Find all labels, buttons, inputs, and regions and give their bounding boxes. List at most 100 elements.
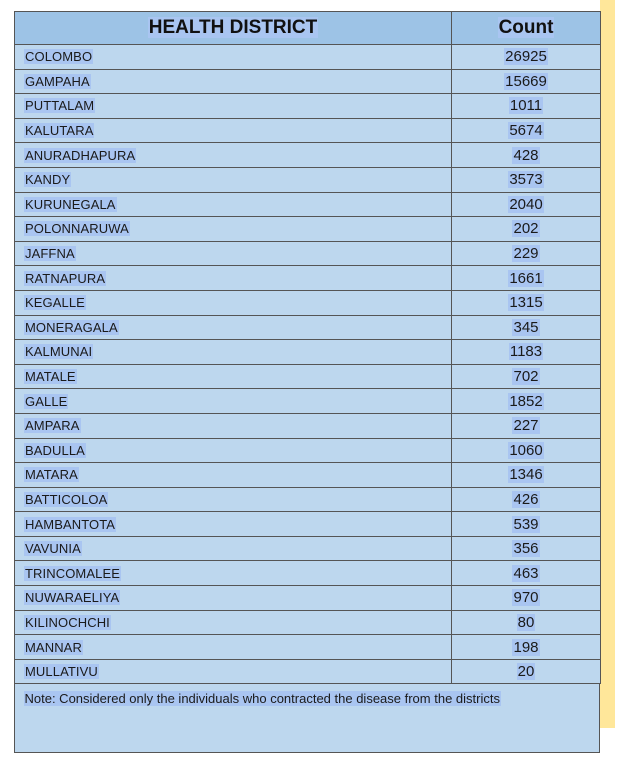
header-row: HEALTH DISTRICT Count xyxy=(14,11,601,45)
district-name: KURUNEGALA xyxy=(24,196,117,212)
district-cell: PUTTALAM xyxy=(14,93,452,119)
count-value: 1060 xyxy=(508,441,544,459)
table-row: HAMBANTOTA 539 xyxy=(14,511,601,537)
count-cell: 1346 xyxy=(451,462,601,488)
table-row: COLOMBO 26925 xyxy=(14,44,601,70)
count-cell: 356 xyxy=(451,535,601,562)
district-name: HAMBANTOTA xyxy=(24,516,117,532)
district-cell: ANURADHAPURA xyxy=(14,142,452,168)
count-value: 5674 xyxy=(508,122,544,140)
count-cell: 229 xyxy=(451,240,601,267)
district-cell: VAVUNIA xyxy=(14,535,452,562)
count-value: 198 xyxy=(512,638,540,656)
district-cell: GAMPAHA xyxy=(14,68,452,95)
table-row: MONERAGALA 345 xyxy=(14,314,601,341)
district-cell: MATALE xyxy=(14,363,452,390)
district-cell: POLONNARUWA xyxy=(14,216,452,242)
count-cell: 428 xyxy=(451,142,601,168)
table-row: GALLE 1852 xyxy=(14,388,601,414)
district-name: KEGALLE xyxy=(24,295,86,311)
district-name: POLONNARUWA xyxy=(24,221,130,237)
table-row: KEGALLE 1315 xyxy=(14,289,601,316)
district-name: KALMUNAI xyxy=(24,344,94,360)
count-cell: 20 xyxy=(451,658,601,685)
table-row: RATNAPURA 1661 xyxy=(14,265,601,291)
district-cell: NUWARAELIYA xyxy=(14,585,452,611)
count-value: 539 xyxy=(512,515,540,533)
count-cell: 970 xyxy=(451,585,601,611)
count-cell: 198 xyxy=(451,634,601,660)
note-text: Note: Considered only the individuals wh… xyxy=(23,691,501,707)
count-cell: 26925 xyxy=(451,44,601,70)
count-value: 463 xyxy=(512,564,540,582)
table-row: BADULLA 1060 xyxy=(14,437,601,464)
count-value: 229 xyxy=(512,245,540,263)
count-value: 1011 xyxy=(508,97,544,115)
count-value: 426 xyxy=(512,490,540,508)
count-cell: 5674 xyxy=(451,117,601,144)
note-cell: Note: Considered only the individuals wh… xyxy=(15,684,601,752)
district-cell: COLOMBO xyxy=(14,44,452,70)
count-value: 970 xyxy=(512,589,540,607)
table-row: JAFFNA 229 xyxy=(14,240,601,267)
count-value: 1183 xyxy=(508,343,544,361)
table-row: KANDY 3573 xyxy=(14,166,601,193)
count-value: 20 xyxy=(516,663,536,681)
count-cell: 1661 xyxy=(451,265,601,291)
district-name: TRINCOMALEE xyxy=(24,565,122,581)
count-value: 26925 xyxy=(504,48,548,66)
count-cell: 15669 xyxy=(451,68,601,95)
count-cell: 202 xyxy=(451,216,601,242)
count-cell: 1852 xyxy=(451,388,601,414)
count-value: 1315 xyxy=(508,294,544,312)
table-row: KALUTARA 5674 xyxy=(14,117,601,144)
count-cell: 3573 xyxy=(451,166,601,193)
count-value: 2040 xyxy=(508,195,544,213)
count-cell: 539 xyxy=(451,511,601,537)
district-name: MATALE xyxy=(24,369,77,385)
table-row: MATARA 1346 xyxy=(14,462,601,488)
district-cell: KANDY xyxy=(14,166,452,193)
table-row: TRINCOMALEE 463 xyxy=(14,560,601,587)
count-cell: 80 xyxy=(451,609,601,636)
district-header: HEALTH DISTRICT xyxy=(14,11,452,45)
table-row: KILINOCHCHI 80 xyxy=(14,609,601,636)
count-cell: 1315 xyxy=(451,289,601,316)
district-name: GALLE xyxy=(24,393,69,409)
table-row: GAMPAHA 15669 xyxy=(14,68,601,95)
table-row: MANNAR 198 xyxy=(14,634,601,660)
district-name: MONERAGALA xyxy=(24,319,119,335)
district-cell: TRINCOMALEE xyxy=(14,560,452,587)
district-name: ANURADHAPURA xyxy=(24,147,137,163)
district-name: GAMPAHA xyxy=(24,73,91,89)
district-cell: BATTICOLOA xyxy=(14,486,452,513)
table-row: PUTTALAM 1011 xyxy=(14,93,601,119)
count-cell: 702 xyxy=(451,363,601,390)
district-cell: KURUNEGALA xyxy=(14,191,452,218)
district-cell: GALLE xyxy=(14,388,452,414)
district-name: AMPARA xyxy=(24,418,81,434)
table-row: KALMUNAI 1183 xyxy=(14,339,601,365)
district-name: VAVUNIA xyxy=(24,541,82,557)
district-name: KILINOCHCHI xyxy=(24,614,111,630)
table-row: BATTICOLOA 426 xyxy=(14,486,601,513)
count-value: 227 xyxy=(512,417,540,435)
district-cell: MANNAR xyxy=(14,634,452,660)
table-row: VAVUNIA 356 xyxy=(14,535,601,562)
district-name: COLOMBO xyxy=(24,49,94,65)
table-row: ANURADHAPURA 428 xyxy=(14,142,601,168)
count-cell: 1060 xyxy=(451,437,601,464)
count-cell: 463 xyxy=(451,560,601,587)
district-cell: HAMBANTOTA xyxy=(14,511,452,537)
count-value: 3573 xyxy=(508,171,544,189)
district-cell: MATARA xyxy=(14,462,452,488)
district-name: NUWARAELIYA xyxy=(24,590,121,606)
table-row: KURUNEGALA 2040 xyxy=(14,191,601,218)
table-row: AMPARA 227 xyxy=(14,412,601,439)
table-row: MATALE 702 xyxy=(14,363,601,390)
count-value: 80 xyxy=(516,613,536,631)
district-name: KANDY xyxy=(24,172,72,188)
district-name: PUTTALAM xyxy=(24,98,96,114)
district-name: RATNAPURA xyxy=(24,270,107,286)
